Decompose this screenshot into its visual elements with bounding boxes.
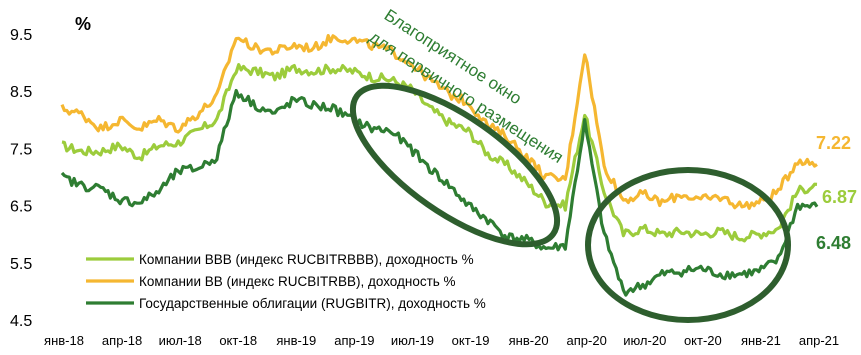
y-axis-unit-label: % — [75, 14, 91, 34]
y-tick-label: 9.5 — [10, 27, 32, 44]
x-tick-label: апр-21 — [799, 333, 839, 348]
y-tick-label: 8.5 — [10, 84, 32, 101]
x-tick-label: апр-18 — [102, 333, 142, 348]
y-tick-label: 6.5 — [10, 199, 32, 216]
title-cutoff — [0, 0, 270, 10]
series-line-2 — [60, 88, 819, 297]
series-line-1 — [60, 34, 818, 210]
end-label: 7.22 — [816, 133, 851, 153]
end-labels: 7.22 6.87 6.48 — [816, 133, 857, 253]
series-group — [60, 34, 819, 297]
x-tick-label: янв-21 — [741, 333, 781, 348]
y-axis-ticks: 9.5 8.5 7.5 6.5 5.5 4.5 — [10, 27, 32, 330]
y-tick-label: 5.5 — [10, 256, 32, 273]
end-label: 6.48 — [816, 233, 851, 253]
annotation-line-2: для первичного размещения — [366, 27, 567, 167]
x-axis-ticks: янв-18 апр-18 июл-18 окт-18 янв-19 апр-19 июл-… — [44, 333, 839, 348]
x-tick-label: окт-20 — [684, 333, 722, 348]
legend-label: Компании BBB (индекс RUCBITRBBB), доходн… — [139, 252, 474, 267]
x-tick-label: июл-20 — [623, 333, 666, 348]
x-tick-label: янв-20 — [509, 333, 549, 348]
x-tick-label: апр-20 — [567, 333, 607, 348]
x-tick-label: янв-18 — [44, 333, 84, 348]
x-tick-label: янв-19 — [276, 333, 316, 348]
x-tick-label: июл-19 — [391, 333, 434, 348]
series-line-0 — [61, 62, 818, 243]
x-tick-label: окт-19 — [452, 333, 490, 348]
x-tick-label: июл-18 — [159, 333, 202, 348]
end-label: 6.87 — [822, 187, 857, 207]
highlight-ellipse-window — [349, 82, 561, 248]
legend-label: Государственные облигации (RUGBITR), дох… — [139, 296, 486, 311]
y-tick-label: 7.5 — [10, 141, 32, 158]
highlight-ellipses — [349, 82, 791, 323]
x-tick-label: апр-19 — [334, 333, 374, 348]
legend: Компании BBB (индекс RUCBITRBBB), доходн… — [86, 252, 486, 311]
legend-label: Компании BB (индекс RUCBITRBB), доходнос… — [139, 274, 456, 289]
highlight-ellipse-2020 — [585, 167, 791, 323]
x-tick-label: окт-18 — [219, 333, 257, 348]
y-tick-label: 4.5 — [10, 313, 32, 330]
